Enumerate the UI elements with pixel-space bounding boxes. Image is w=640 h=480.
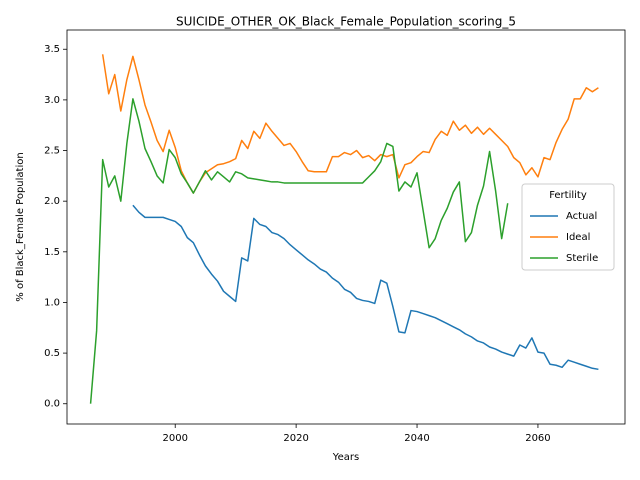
legend-label: Ideal — [566, 232, 590, 243]
y-axis-label: % of Black_Female Population — [15, 152, 26, 301]
x-tick-label: 2040 — [404, 433, 429, 444]
x-tick-label: 2060 — [525, 433, 550, 444]
y-tick-label: 0.5 — [44, 348, 60, 359]
legend-box — [521, 183, 615, 271]
x-axis-label: Years — [332, 452, 359, 463]
legend-label: Sterile — [566, 253, 598, 264]
chart-title: SUICIDE_OTHER_OK_Black_Female_Population… — [176, 15, 516, 29]
legend-title: Fertility — [549, 190, 587, 201]
y-tick-label: 0.0 — [44, 399, 60, 410]
y-tick-label: 1.0 — [44, 297, 60, 308]
x-tick-label: 2000 — [162, 433, 187, 444]
series-line — [89, 98, 509, 404]
y-tick-label: 2.0 — [44, 196, 60, 207]
y-tick-label: 2.5 — [44, 146, 60, 157]
axes-frame — [66, 29, 626, 425]
series-line — [132, 204, 599, 371]
x-tick-label: 2020 — [283, 433, 308, 444]
y-tick-label: 3.5 — [44, 44, 60, 55]
y-tick-label: 3.0 — [44, 95, 60, 106]
legend-label: Actual — [566, 211, 597, 222]
y-tick-label: 1.5 — [44, 247, 60, 258]
